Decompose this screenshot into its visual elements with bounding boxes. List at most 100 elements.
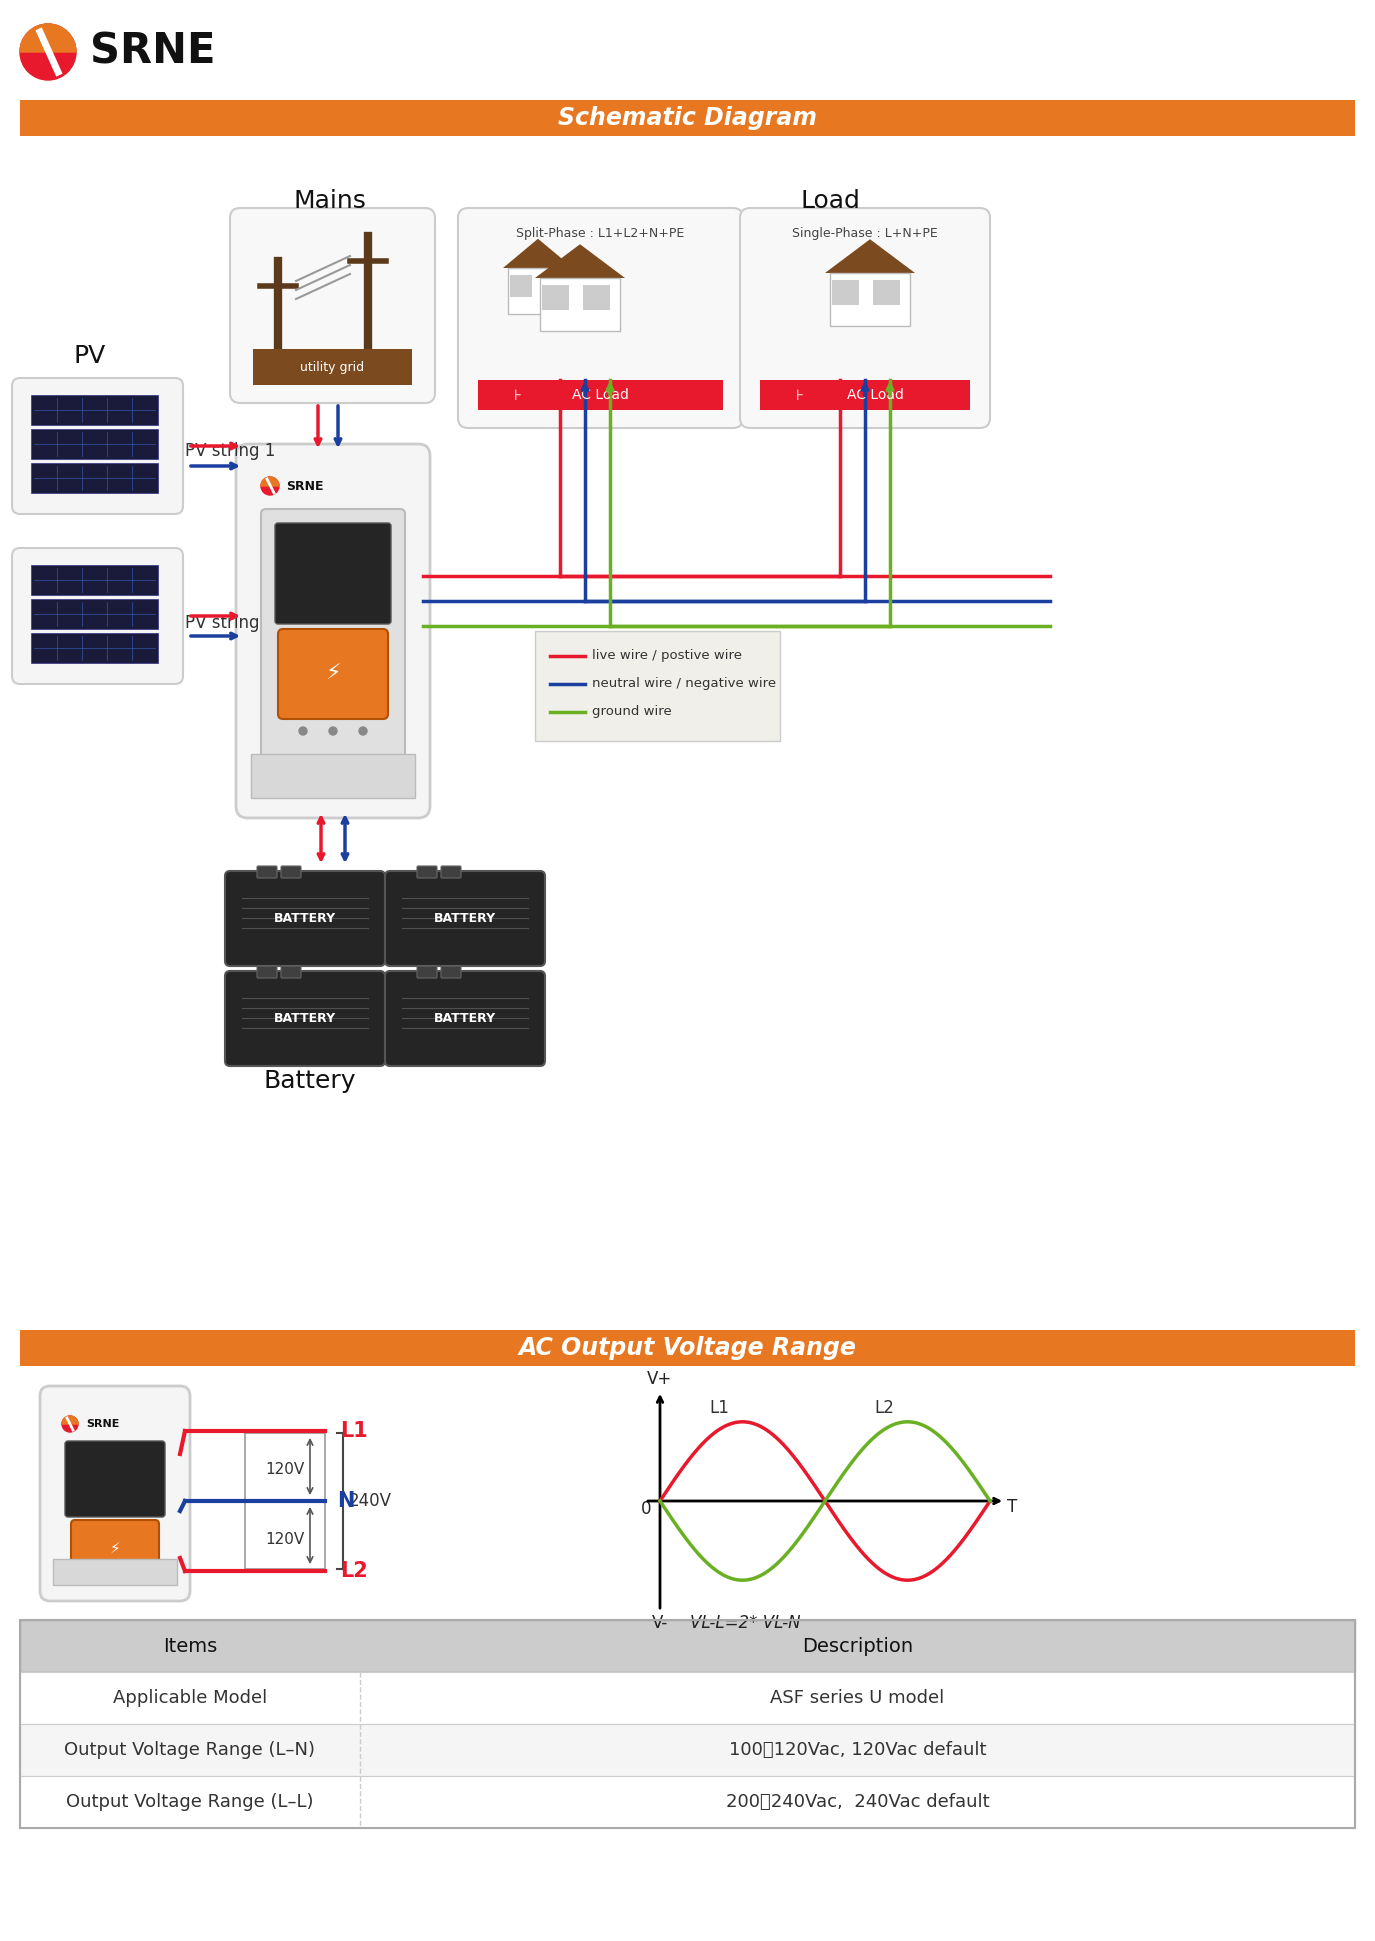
Text: Applicable Model: Applicable Model xyxy=(113,1689,267,1706)
Text: ⊦: ⊦ xyxy=(796,388,804,402)
FancyBboxPatch shape xyxy=(417,967,437,978)
FancyBboxPatch shape xyxy=(280,866,301,877)
FancyBboxPatch shape xyxy=(21,101,1354,136)
Text: Split-Phase : L1+L2+N+PE: Split-Phase : L1+L2+N+PE xyxy=(517,227,685,241)
Text: L2: L2 xyxy=(340,1561,367,1582)
FancyBboxPatch shape xyxy=(32,429,158,458)
Text: L1: L1 xyxy=(710,1399,729,1417)
Text: L1: L1 xyxy=(340,1421,367,1440)
FancyBboxPatch shape xyxy=(261,509,406,788)
Text: Single-Phase : L+N+PE: Single-Phase : L+N+PE xyxy=(792,227,938,241)
FancyBboxPatch shape xyxy=(441,866,461,877)
Polygon shape xyxy=(507,268,568,314)
FancyBboxPatch shape xyxy=(257,967,276,978)
FancyBboxPatch shape xyxy=(275,522,390,623)
FancyBboxPatch shape xyxy=(458,208,742,429)
Text: V+: V+ xyxy=(648,1370,672,1388)
FancyBboxPatch shape xyxy=(32,396,158,425)
FancyBboxPatch shape xyxy=(535,631,780,741)
FancyBboxPatch shape xyxy=(65,1440,165,1518)
FancyBboxPatch shape xyxy=(510,276,532,297)
FancyBboxPatch shape xyxy=(280,967,301,978)
FancyBboxPatch shape xyxy=(40,1386,190,1601)
Text: AC Load: AC Load xyxy=(847,388,903,402)
Text: AC Output Voltage Range: AC Output Voltage Range xyxy=(518,1335,857,1361)
Text: BATTERY: BATTERY xyxy=(434,912,496,926)
Text: BATTERY: BATTERY xyxy=(274,1011,336,1025)
FancyBboxPatch shape xyxy=(252,753,415,798)
Text: Battery: Battery xyxy=(264,1069,356,1093)
Text: 100～120Vac, 120Vac default: 100～120Vac, 120Vac default xyxy=(729,1741,986,1759)
Text: ASF series U model: ASF series U model xyxy=(770,1689,945,1706)
Text: SRNE: SRNE xyxy=(87,1419,120,1429)
FancyBboxPatch shape xyxy=(21,1671,1354,1724)
Text: 0: 0 xyxy=(641,1500,652,1518)
Text: 120V: 120V xyxy=(265,1531,305,1547)
FancyBboxPatch shape xyxy=(32,464,158,493)
FancyBboxPatch shape xyxy=(32,633,158,664)
FancyBboxPatch shape xyxy=(253,349,412,384)
Text: ⚡: ⚡ xyxy=(110,1541,121,1555)
Circle shape xyxy=(329,728,337,736)
FancyBboxPatch shape xyxy=(12,378,183,514)
Text: VL-L=2* VL-N: VL-L=2* VL-N xyxy=(690,1615,800,1632)
FancyBboxPatch shape xyxy=(740,208,990,429)
Text: 200～240Vac,  240Vac default: 200～240Vac, 240Vac default xyxy=(726,1793,989,1811)
FancyBboxPatch shape xyxy=(21,1621,1354,1671)
FancyBboxPatch shape xyxy=(760,380,969,410)
FancyBboxPatch shape xyxy=(257,866,276,877)
Text: 240V: 240V xyxy=(349,1493,392,1510)
FancyBboxPatch shape xyxy=(441,967,461,978)
Text: Output Voltage Range (L–N): Output Voltage Range (L–N) xyxy=(65,1741,315,1759)
FancyBboxPatch shape xyxy=(12,547,183,683)
Text: Output Voltage Range (L–L): Output Voltage Range (L–L) xyxy=(66,1793,314,1811)
Text: live wire / postive wire: live wire / postive wire xyxy=(593,650,742,662)
Text: L2: L2 xyxy=(874,1399,894,1417)
FancyBboxPatch shape xyxy=(278,629,388,718)
Text: ⊦: ⊦ xyxy=(514,388,522,402)
Text: SRNE: SRNE xyxy=(286,479,323,493)
FancyBboxPatch shape xyxy=(54,1559,177,1586)
FancyBboxPatch shape xyxy=(236,444,430,817)
Circle shape xyxy=(298,728,307,736)
Text: neutral wire / negative wire: neutral wire / negative wire xyxy=(593,677,776,691)
FancyBboxPatch shape xyxy=(21,1724,1354,1776)
Text: BATTERY: BATTERY xyxy=(274,912,336,926)
Text: ground wire: ground wire xyxy=(593,705,672,718)
Text: V-: V- xyxy=(652,1615,668,1632)
Text: T: T xyxy=(1006,1498,1018,1516)
Text: Schematic Diagram: Schematic Diagram xyxy=(558,107,817,130)
Polygon shape xyxy=(825,239,914,274)
Text: Description: Description xyxy=(802,1636,913,1656)
Wedge shape xyxy=(62,1417,78,1425)
FancyBboxPatch shape xyxy=(417,866,437,877)
FancyBboxPatch shape xyxy=(540,276,562,297)
Circle shape xyxy=(261,477,279,495)
Text: PV: PV xyxy=(74,344,106,369)
Text: utility grid: utility grid xyxy=(300,361,364,375)
Text: N: N xyxy=(337,1491,355,1510)
FancyBboxPatch shape xyxy=(226,970,385,1066)
Polygon shape xyxy=(535,245,626,278)
FancyBboxPatch shape xyxy=(583,285,610,309)
FancyBboxPatch shape xyxy=(226,872,385,967)
FancyBboxPatch shape xyxy=(21,1330,1354,1366)
Circle shape xyxy=(62,1417,78,1432)
FancyBboxPatch shape xyxy=(72,1520,160,1572)
Circle shape xyxy=(359,728,367,736)
Text: BATTERY: BATTERY xyxy=(434,1011,496,1025)
Text: Load: Load xyxy=(800,188,859,214)
FancyBboxPatch shape xyxy=(542,285,569,309)
FancyBboxPatch shape xyxy=(385,872,544,967)
Text: Items: Items xyxy=(162,1636,217,1656)
Wedge shape xyxy=(21,23,76,52)
Text: ⚡: ⚡ xyxy=(324,664,341,683)
Polygon shape xyxy=(503,239,573,268)
Text: Mains: Mains xyxy=(293,188,366,214)
Polygon shape xyxy=(830,274,910,326)
FancyBboxPatch shape xyxy=(21,1776,1354,1828)
FancyBboxPatch shape xyxy=(385,970,544,1066)
FancyBboxPatch shape xyxy=(832,280,859,305)
FancyBboxPatch shape xyxy=(478,380,723,410)
Text: PV string 2: PV string 2 xyxy=(186,613,275,633)
